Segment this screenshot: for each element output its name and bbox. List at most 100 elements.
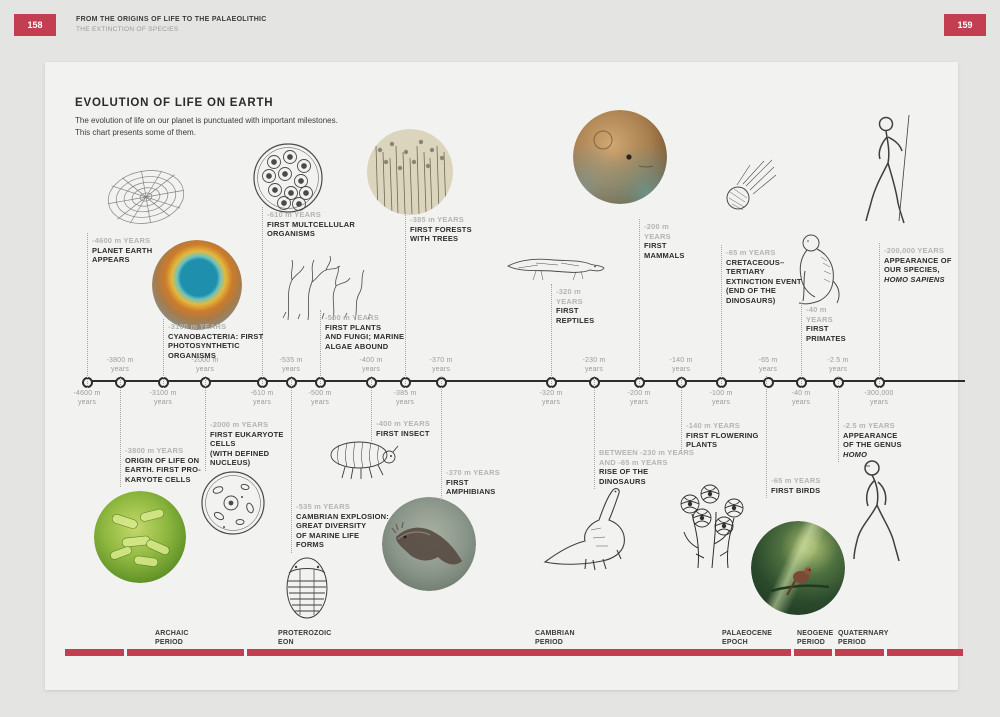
timeline-axis [85, 380, 965, 382]
leader-line-cretaceous-extinction [721, 245, 722, 388]
running-header-title: FROM THE ORIGINS OF LIFE TO THE PALAEOLI… [76, 16, 267, 23]
leader-line-eukaryote-cells [205, 376, 206, 471]
milestone-planet-earth: -4600 m YEARS PLANET EARTH APPEARS [92, 236, 152, 265]
milestone-label: HOMO [843, 449, 868, 459]
milestone-mammals: -200 m YEARS FIRST MAMMALS [644, 222, 685, 260]
milestone-label: NUCLEUS) [210, 458, 251, 467]
leader-line-flowering-plants [681, 376, 682, 453]
milestone-year: -3100 m YEARS [168, 322, 227, 331]
axis-tick-label: -3800 m years [106, 357, 134, 373]
eukaryote-cell-icon [197, 467, 269, 539]
milestone-year: YEARS [806, 314, 833, 324]
milestone-year: -400 m YEARS [376, 419, 430, 428]
primate-icon [788, 230, 852, 312]
milestone-reptiles: -320 m YEARS FIRST REPTILES [556, 287, 594, 325]
milestone-origin-of-life: -3800 m YEARS ORIGIN OF LIFE ON EARTH. FIR… [125, 446, 201, 484]
milestone-label: AND FUNGI; MARINE [325, 332, 405, 341]
milestone-year: -40 m [806, 305, 827, 314]
milestone-year: -200,000 YEARS [884, 246, 945, 255]
milestone-label: RISE OF THE [599, 467, 649, 476]
milestone-label: (END OF THE [726, 286, 777, 295]
milestone-label: GREAT DIVERSITY [296, 521, 367, 530]
milestone-year: AND -65 m YEARS [599, 457, 668, 467]
milestone-year: -370 m YEARS [446, 468, 500, 477]
leader-line-forests [405, 212, 406, 388]
axis-tick-label: -65 m years [758, 357, 778, 373]
milestone-label: ORIGIN OF LIFE ON [125, 455, 200, 465]
milestone-label: OF MARINE LIFE [296, 530, 360, 540]
axis-tick-label: -535 m years [279, 357, 303, 373]
milestone-label: REPTILES [556, 315, 595, 325]
grand-prismatic-spring-icon [152, 240, 242, 330]
milestone-birds: -65 m YEARS FIRST BIRDS [771, 476, 821, 495]
milestone-first-insect: -400 m YEARS FIRST INSECT [376, 419, 430, 438]
axis-tick-label: -40 m years [791, 390, 811, 406]
chart-intro-line1: The evolution of life on our planet is p… [75, 116, 338, 125]
milestone-label: MAMMALS [644, 250, 685, 260]
milestone-year: -65 m YEARS [726, 248, 776, 257]
milestone-year: -140 m YEARS [686, 421, 740, 430]
milestone-year: -535 m YEARS [296, 502, 350, 511]
milestone-label: WITH TREES [410, 234, 459, 243]
axis-tick [762, 376, 774, 388]
period-label-quaternary: QUATERNARY PERIOD [838, 630, 889, 646]
milestone-label: APPEARANCE [843, 430, 898, 440]
axis-tick-label: -385 m years [393, 390, 417, 406]
axis-tick-label: -500 m years [308, 390, 332, 406]
leader-line-dinosaurs [594, 376, 595, 489]
milestone-label: FORMS [296, 540, 325, 549]
milestone-year: -610 m YEARS [267, 210, 321, 219]
period-label-cambrian: CAMBRIAN PERIOD [535, 630, 575, 646]
milestone-label: ORGANISMS [267, 229, 316, 238]
milestone-label: PRIMATES [806, 333, 846, 343]
milestone-label: (WITH DEFINED [210, 448, 270, 458]
milestone-year: -385 m YEARS [410, 215, 464, 224]
era-bar-segment [887, 649, 963, 656]
period-label-palaeocene: PALAEOCENE EPOCH [722, 630, 773, 646]
milestone-label: APPEARS [92, 255, 130, 264]
insect-icon [325, 435, 401, 483]
milestone-year: -4600 m YEARS [92, 236, 151, 245]
axis-tick-label: -100 m years [709, 390, 733, 406]
milestone-label: FIRST [556, 306, 579, 315]
milestone-year: -3800 m YEARS [125, 446, 184, 455]
milestone-label: TERTIARY [726, 267, 765, 276]
milestone-cyanobacteria: -3100 m YEARS CYANOBACTERIA: FIRST PHOTOSY… [168, 322, 263, 360]
milestone-label: OUR SPECIES, [884, 265, 940, 274]
era-bar-segment [794, 649, 832, 656]
milestone-flowering-plants: -140 m YEARS FIRST FLOWERING PLANTS [686, 421, 759, 450]
milestone-label: CELLS [210, 439, 236, 448]
axis-tick-label: -610 m years [250, 390, 274, 406]
milestone-label: DINOSAURS [599, 476, 646, 486]
leader-line-mammals [639, 219, 640, 388]
era-bar-segment [835, 649, 884, 656]
leader-line-amphibians [441, 376, 442, 500]
milestone-label: FIRST INSECT [376, 428, 430, 438]
milestone-year: -65 m YEARS [771, 476, 821, 485]
milestone-label: CYANOBACTERIA: FIRST [168, 331, 264, 341]
milestone-label: HOMO SAPIENS [884, 274, 945, 284]
leader-line-reptiles [551, 284, 552, 388]
leader-line-plants-fungi [320, 310, 321, 388]
wireframe-globe-icon [105, 163, 187, 231]
milestone-label: EXTINCTION EVENT [726, 276, 802, 286]
milestone-label: FIRST PLANTS [325, 322, 382, 332]
leader-line-birds [766, 376, 767, 498]
flowers-icon [672, 474, 750, 570]
milestone-label: FIRST MULTCELLULAR [267, 219, 356, 229]
mouse-icon [573, 110, 667, 204]
axis-tick-label: -2000 m years [191, 357, 219, 373]
milestone-label: APPEARANCE OF [884, 255, 952, 265]
milestone-plants-fungi: -500 m YEARS FIRST PLANTS AND FUNGI; MARIN… [325, 313, 404, 351]
forest-circle-icon [366, 128, 454, 216]
axis-tick-label: -370 m years [429, 357, 453, 373]
milestone-label: DINOSAURS) [726, 295, 776, 305]
comet-icon [716, 156, 778, 218]
milestone-dinosaurs: BETWEEN -230 m YEARS AND -65 m YEARS RISE … [599, 448, 694, 486]
chart-title: EVOLUTION OF LIFE ON EARTH [75, 97, 274, 109]
axolotl-icon [382, 497, 476, 591]
milestone-year: YEARS [556, 296, 583, 306]
page-number-right: 159 [944, 14, 986, 36]
milestone-cambrian-explosion: -535 m YEARS CAMBRIAN EXPLOSION: GREAT DIV… [296, 502, 389, 550]
milestone-year: BETWEEN -230 m YEARS [599, 448, 695, 457]
